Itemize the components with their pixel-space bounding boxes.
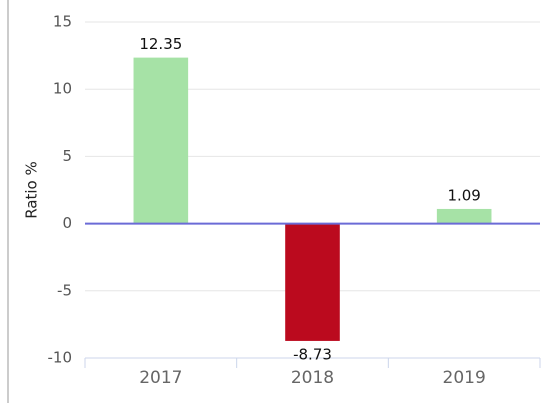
value-label: 1.09 bbox=[447, 186, 480, 204]
value-label: 12.35 bbox=[139, 35, 182, 53]
y-tick-label: -10 bbox=[48, 349, 73, 367]
y-tick-label: 10 bbox=[53, 80, 72, 98]
x-tick-label: 2017 bbox=[139, 368, 182, 388]
y-axis-label: Ratio % bbox=[23, 161, 41, 219]
bar bbox=[133, 57, 189, 224]
x-tick-label: 2018 bbox=[291, 368, 334, 388]
y-tick-label: 5 bbox=[62, 147, 72, 165]
bar bbox=[285, 223, 340, 341]
y-tick-label: -5 bbox=[57, 281, 72, 299]
value-label: -8.73 bbox=[293, 345, 332, 363]
y-tick-label: 0 bbox=[62, 214, 72, 232]
x-tick-label: 2019 bbox=[443, 368, 486, 388]
y-tick-label: 15 bbox=[53, 13, 72, 31]
bar bbox=[436, 208, 492, 224]
